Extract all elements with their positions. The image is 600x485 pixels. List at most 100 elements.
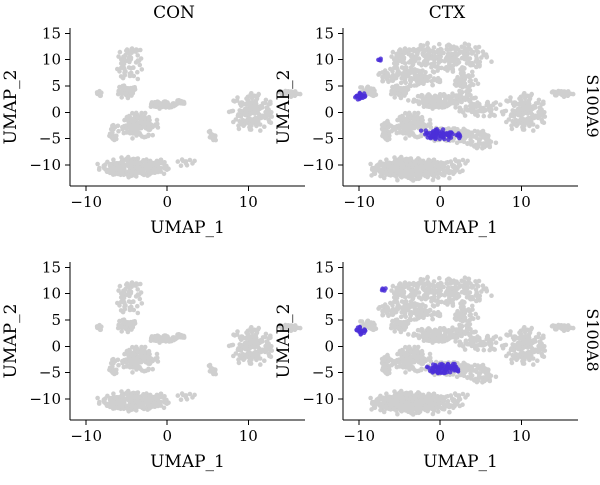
cell-point xyxy=(276,323,282,329)
cell-point xyxy=(162,397,167,403)
cell-point xyxy=(406,51,412,57)
cell-point xyxy=(114,370,119,376)
cell-point xyxy=(247,122,253,127)
cell-point xyxy=(138,47,143,53)
cell-point xyxy=(418,328,423,333)
cell-point xyxy=(493,374,499,380)
cell-point xyxy=(473,293,479,298)
cell-point xyxy=(423,304,428,309)
cell-point xyxy=(468,375,473,381)
cell-point xyxy=(445,102,451,108)
cell-point xyxy=(99,324,104,330)
cell-point xyxy=(289,323,294,328)
cell-point xyxy=(398,71,403,76)
cell-point xyxy=(128,394,134,400)
cell-point xyxy=(474,109,480,114)
cell-point xyxy=(415,344,421,350)
cell-point xyxy=(154,335,160,341)
cell-point xyxy=(404,306,409,311)
cell-point xyxy=(462,113,468,118)
cell-point xyxy=(523,344,528,350)
column-title-con: CON xyxy=(153,3,195,23)
cell-point xyxy=(493,106,499,111)
cell-point xyxy=(444,65,449,70)
cell-point xyxy=(430,82,435,88)
cell-point xyxy=(537,339,543,344)
cell-point xyxy=(244,344,249,349)
cell-point xyxy=(386,79,391,85)
cell-point xyxy=(422,49,427,54)
cell-point xyxy=(267,119,272,125)
cell-point xyxy=(206,363,212,369)
cell-point xyxy=(253,101,259,107)
y-tick-label: −5 xyxy=(312,130,334,148)
cell-point xyxy=(428,125,434,130)
cell-point xyxy=(115,66,120,72)
cell-point xyxy=(406,98,411,103)
cell-point xyxy=(127,305,133,311)
cell-point xyxy=(442,58,448,64)
cell-point xyxy=(468,364,474,370)
cell-point xyxy=(132,170,138,175)
cell-point xyxy=(493,140,499,146)
cell-point xyxy=(124,360,129,366)
cell-point xyxy=(176,332,182,337)
cell-point xyxy=(133,283,138,288)
cell-point xyxy=(391,172,397,178)
cell-point xyxy=(390,283,396,289)
cell-point xyxy=(253,119,258,124)
cell-point xyxy=(555,325,561,330)
cell-point xyxy=(413,311,419,316)
cell-point xyxy=(521,361,527,366)
cell-point xyxy=(403,136,408,141)
cell-point xyxy=(465,158,470,164)
y-tick-label: 5 xyxy=(51,77,61,95)
y-tick-label: −10 xyxy=(29,156,61,174)
cell-point xyxy=(267,113,273,118)
cell-point xyxy=(282,325,288,330)
cell-point xyxy=(402,50,408,55)
cell-point xyxy=(398,321,404,327)
cell-point xyxy=(178,397,184,403)
cell-point xyxy=(450,63,456,69)
cell-point xyxy=(437,275,442,281)
cell-point xyxy=(385,163,391,169)
cell-point xyxy=(156,400,162,406)
cell-point xyxy=(403,80,409,86)
cell-point xyxy=(235,95,240,100)
cell-point xyxy=(394,130,400,136)
cell-point xyxy=(157,106,162,111)
cell-point xyxy=(388,66,393,72)
x-tick-label: −10 xyxy=(70,193,102,211)
column-title-ctx: CTX xyxy=(429,3,466,23)
cell-point xyxy=(408,349,413,354)
cell-point xyxy=(380,367,385,373)
cell-point xyxy=(462,329,467,335)
cell-point xyxy=(565,89,571,94)
cell-point xyxy=(427,351,433,357)
cell-point xyxy=(400,123,406,128)
cell-point xyxy=(487,347,493,353)
cell-point xyxy=(121,398,126,404)
cell-point xyxy=(403,344,408,350)
cell-point xyxy=(122,351,127,357)
expressing-cell-point xyxy=(418,128,424,133)
cell-point xyxy=(411,331,417,337)
cell-point xyxy=(435,68,440,73)
cell-point xyxy=(129,118,135,124)
cell-point xyxy=(462,95,467,101)
cell-point xyxy=(425,41,430,47)
cell-point xyxy=(148,336,154,341)
cell-point xyxy=(365,88,371,93)
cell-point xyxy=(135,303,140,309)
cell-point xyxy=(429,62,434,67)
cell-point xyxy=(479,55,484,60)
cell-point xyxy=(130,110,135,116)
cell-point xyxy=(509,126,515,132)
cell-point xyxy=(426,285,432,291)
cell-point xyxy=(121,299,126,304)
cell-point xyxy=(126,363,132,369)
cell-point xyxy=(427,99,433,105)
